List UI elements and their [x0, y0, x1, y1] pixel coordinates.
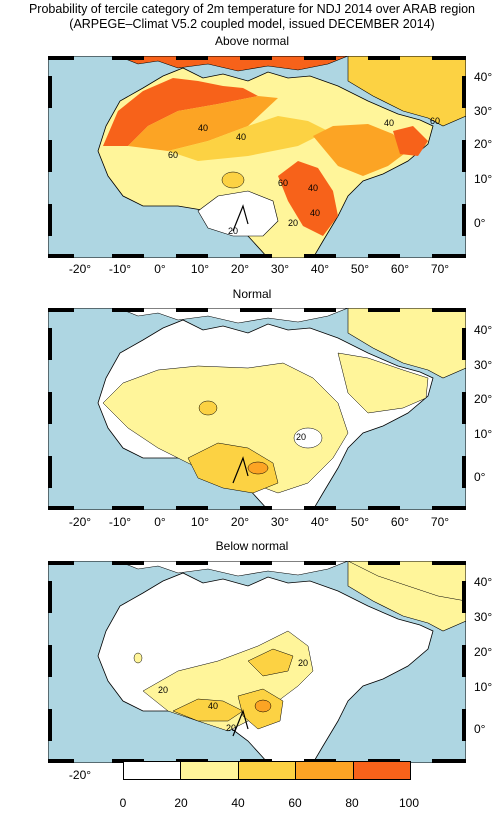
contour-label: 40: [384, 118, 394, 128]
colorbar-tick: 60: [288, 796, 302, 810]
contour-label: 40: [310, 208, 320, 218]
panel-title-above: Above normal: [214, 34, 290, 48]
lon-label: 0°: [154, 262, 166, 276]
lat-label: 10°: [474, 427, 493, 441]
sudan-mid: [247, 648, 294, 677]
frame-ticks: [48, 56, 466, 258]
contour-label: 20: [228, 226, 238, 236]
lon-label: 40°: [310, 515, 330, 529]
lat-label: 0°: [474, 470, 486, 484]
panel-title-below: Below normal: [215, 539, 289, 553]
lon-label: 30°: [270, 515, 290, 529]
lat-label: 20°: [474, 137, 493, 151]
river: [232, 204, 249, 232]
lat-label: 40°: [474, 323, 493, 337]
lon-label: 50°: [350, 515, 370, 529]
lat-label: 20°: [474, 645, 493, 659]
mid-region: [198, 400, 218, 416]
river: [232, 709, 249, 737]
arabia-east-high: [393, 126, 428, 156]
arabia-mid: [337, 352, 429, 414]
lon-label: 70°: [430, 262, 450, 276]
europe-land: [117, 307, 349, 324]
river: [232, 456, 249, 484]
contour-label: 20: [226, 723, 236, 733]
contour-label: 20: [288, 218, 298, 228]
lon-label: 40°: [310, 262, 330, 276]
sahara-mid: [102, 362, 349, 494]
lat-label: 40°: [474, 70, 493, 84]
panel-title-normal: Normal: [232, 287, 272, 301]
lon-label: 60°: [390, 515, 410, 529]
contour-label: 60: [278, 178, 288, 188]
central-mid: [187, 442, 279, 494]
arabia-high: [313, 124, 408, 176]
colorbar-tick: 80: [345, 796, 359, 810]
contour-label: 40: [198, 123, 208, 133]
lon-label: 30°: [270, 262, 290, 276]
contour-label: 20: [298, 658, 308, 668]
central-africa-low: [197, 190, 279, 237]
lat-label: 30°: [474, 610, 493, 624]
lat-label: 40°: [474, 575, 493, 589]
lon-label: -20°: [68, 768, 92, 782]
lon-label: -10°: [108, 262, 132, 276]
colorbar-tick: 20: [174, 796, 188, 810]
contour-label: 60: [168, 150, 178, 160]
contour-label: 40: [236, 132, 246, 142]
low-region: [293, 427, 323, 449]
lat-label: 0°: [474, 216, 486, 230]
lon-label: 20°: [230, 515, 250, 529]
high-region: [254, 699, 272, 713]
contour-label: 40: [308, 183, 318, 193]
colorbar-60-80: [296, 762, 354, 779]
contour-label: 40: [208, 701, 218, 711]
lat-label: 10°: [474, 680, 493, 694]
lon-label: 60°: [390, 262, 410, 276]
lon-label: 10°: [190, 515, 210, 529]
lat-label: 0°: [474, 722, 486, 736]
contour-label: 20: [296, 432, 306, 442]
map-below-normal: 20 40 20 20: [47, 560, 467, 764]
lon-label: 10°: [190, 262, 210, 276]
colorbar-20-40: [181, 762, 239, 779]
map-normal: 20: [47, 307, 467, 511]
nw-africa-mid: [128, 96, 278, 151]
contour-label: 60: [430, 116, 440, 126]
lat-label: 30°: [474, 358, 493, 372]
contour-label: 20: [158, 685, 168, 695]
figure-title: Probability of tercile category of 2m te…: [28, 2, 476, 16]
small-high-region: [221, 171, 245, 189]
lon-label: -20°: [68, 262, 92, 276]
colorbar-80-100: [353, 762, 411, 779]
lon-label: 20°: [230, 262, 250, 276]
high-region: [247, 461, 269, 475]
map-above-normal: 60 40 60 40 40 20 40 20 60 40: [47, 55, 467, 259]
europe-land: [117, 560, 349, 577]
europe-land: [117, 55, 349, 72]
colorbar-tick: 40: [231, 796, 245, 810]
colorbar-0-20: [124, 762, 182, 779]
colorbar: [123, 761, 411, 780]
lat-label: 10°: [474, 172, 493, 186]
colorbar-tick: 0: [119, 796, 127, 810]
lon-label: -20°: [68, 515, 92, 529]
colorbar-40-60: [238, 762, 297, 779]
saharan-low: [168, 116, 328, 161]
lon-label: 50°: [350, 262, 370, 276]
horn-africa-high: [278, 161, 338, 236]
lon-label: 70°: [430, 515, 450, 529]
lat-label: 20°: [474, 392, 493, 406]
frame-ticks: [48, 308, 466, 510]
lat-label: 30°: [474, 104, 493, 118]
nw-africa-high: [103, 78, 258, 146]
lon-label: -10°: [108, 515, 132, 529]
small-region: [133, 652, 143, 664]
colorbar-tick: 100: [398, 796, 420, 810]
lon-label: 0°: [154, 515, 166, 529]
figure-subtitle: (ARPEGE–Climat V5.2 coupled model, issue…: [69, 17, 435, 31]
